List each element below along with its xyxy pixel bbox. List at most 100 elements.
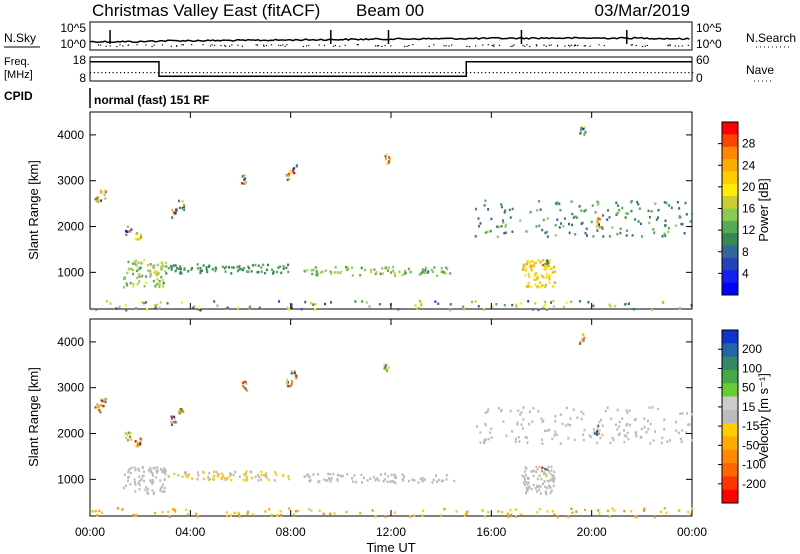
heatmap-cell <box>654 202 657 205</box>
heatmap-cell <box>515 303 517 306</box>
heatmap-cell <box>542 275 545 278</box>
nave-dot <box>338 72 340 74</box>
heatmap-cell <box>295 510 297 513</box>
heatmap-cell <box>390 473 393 477</box>
heatmap-cell <box>260 266 263 269</box>
heatmap-cell <box>665 201 668 205</box>
heatmap-cell <box>170 420 172 424</box>
heatmap-cell <box>138 237 141 241</box>
heatmap-cell <box>135 513 138 517</box>
heatmap-cell <box>689 220 692 223</box>
heatmap-cell <box>623 440 626 444</box>
freq-unit: [MHz] <box>4 69 33 81</box>
heatmap-cell <box>191 477 194 480</box>
heatmap-cell <box>528 485 531 489</box>
heatmap-cell <box>685 412 688 415</box>
heatmap-cell <box>167 510 170 513</box>
heatmap-cell <box>341 474 344 478</box>
nave-dot <box>304 72 306 74</box>
heatmap-cell <box>354 300 357 303</box>
heatmap-cell <box>569 424 572 427</box>
date-label: 03/Mar/2019 <box>595 1 690 20</box>
nsearch-dot <box>574 44 577 47</box>
heatmap-cell <box>420 303 423 307</box>
heatmap-cell <box>291 371 294 374</box>
colorbar-swatch <box>722 183 738 197</box>
heatmap-cell <box>548 428 551 432</box>
nsearch-dot <box>408 45 410 47</box>
nave-dot <box>330 72 332 74</box>
heatmap-cell <box>314 302 317 306</box>
heatmap-cell <box>213 474 215 478</box>
velocity-panel-frame <box>89 318 693 517</box>
heatmap-cell <box>333 512 336 515</box>
heatmap-cell <box>174 212 177 215</box>
nsearch-dot <box>550 44 552 46</box>
heatmap-cell <box>690 413 693 416</box>
nave-dot <box>157 72 159 74</box>
heatmap-cell <box>524 470 527 473</box>
nsky-label: N.Sky <box>4 31 36 45</box>
heatmap-cell <box>597 201 600 204</box>
heatmap-cell <box>434 300 437 303</box>
heatmap-cell <box>550 469 553 472</box>
heatmap-cell <box>164 261 167 264</box>
heatmap-cell <box>474 235 477 238</box>
heatmap-cell <box>546 510 549 513</box>
heatmap-cell <box>310 509 313 512</box>
heatmap-cell <box>532 474 535 478</box>
heatmap-cell <box>541 284 544 287</box>
heatmap-cell <box>507 515 510 519</box>
heatmap-cell <box>486 230 489 234</box>
heatmap-cell <box>135 307 137 310</box>
heatmap-cell <box>592 304 595 308</box>
heatmap-cell <box>309 479 312 482</box>
heatmap-cell <box>643 417 646 420</box>
heatmap-cell <box>101 399 104 403</box>
heatmap-cell <box>154 269 156 273</box>
heatmap-cell <box>527 481 530 484</box>
heatmap-cell <box>289 384 292 388</box>
heatmap-cell <box>611 507 614 510</box>
nsearch-dot <box>202 44 204 46</box>
heatmap-cell <box>538 507 541 511</box>
heatmap-cell <box>436 480 438 483</box>
heatmap-cell <box>586 234 588 237</box>
nave-dot <box>360 72 363 74</box>
heatmap-cell <box>293 371 296 375</box>
nsearch-dot <box>569 45 571 47</box>
heatmap-cell <box>548 479 551 483</box>
heatmap-cell <box>545 275 548 279</box>
heatmap-cell <box>623 509 626 513</box>
nsearch-dot <box>191 44 193 46</box>
heatmap-cell <box>484 199 487 203</box>
heatmap-cell <box>559 208 562 212</box>
heatmap-cell <box>244 387 247 390</box>
heatmap-cell <box>334 266 337 269</box>
heatmap-cell <box>579 340 582 344</box>
heatmap-cell <box>285 266 288 270</box>
heatmap-cell <box>657 216 659 219</box>
nsearch-dot <box>512 45 514 47</box>
heatmap-cell <box>157 469 159 473</box>
heatmap-cell <box>602 214 604 217</box>
nave-dot <box>311 72 314 74</box>
heatmap-cell <box>479 441 482 444</box>
nave-dot <box>552 72 554 74</box>
colorbar-tick-label: 4 <box>742 266 749 280</box>
heatmap-cell <box>276 514 279 517</box>
nave-dot <box>327 72 329 74</box>
nsearch-dot <box>151 45 153 48</box>
nsky-tick-bottom: 10^0 <box>60 37 86 51</box>
heatmap-cell <box>612 438 615 442</box>
heatmap-cell <box>590 435 592 439</box>
nave-dot <box>146 72 148 74</box>
nsearch-dot <box>357 44 359 46</box>
colorbar-tick-label: -200 <box>742 477 766 491</box>
nave-dot <box>266 72 269 74</box>
heatmap-cell <box>575 510 578 513</box>
heatmap-cell <box>392 269 395 273</box>
heatmap-cell <box>601 433 604 437</box>
heatmap-cell <box>171 417 173 420</box>
nave-dot <box>334 72 336 74</box>
